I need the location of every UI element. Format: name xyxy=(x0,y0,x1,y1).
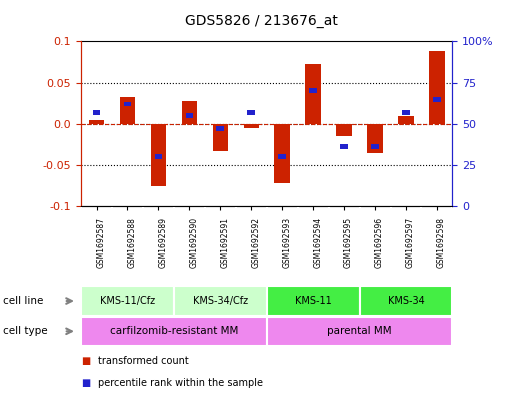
Bar xyxy=(155,154,162,159)
Text: GSM1692591: GSM1692591 xyxy=(220,217,229,268)
Text: cell line: cell line xyxy=(3,296,43,306)
Text: GSM1692593: GSM1692593 xyxy=(282,217,291,268)
Text: parental MM: parental MM xyxy=(327,327,392,336)
Text: GSM1692595: GSM1692595 xyxy=(344,217,353,268)
Bar xyxy=(217,126,224,131)
Text: percentile rank within the sample: percentile rank within the sample xyxy=(98,378,263,387)
Text: KMS-11: KMS-11 xyxy=(295,296,332,306)
Text: GSM1692596: GSM1692596 xyxy=(375,217,384,268)
Text: GSM1692589: GSM1692589 xyxy=(158,217,167,268)
Bar xyxy=(340,145,348,149)
Text: GDS5826 / 213676_at: GDS5826 / 213676_at xyxy=(185,14,338,28)
Text: GSM1692588: GSM1692588 xyxy=(128,217,137,268)
Bar xyxy=(181,101,197,124)
Bar xyxy=(267,286,360,316)
Text: GSM1692592: GSM1692592 xyxy=(251,217,260,268)
Text: GSM1692587: GSM1692587 xyxy=(97,217,106,268)
Bar xyxy=(81,286,174,316)
Bar xyxy=(360,286,452,316)
Bar xyxy=(305,64,321,124)
Bar xyxy=(402,110,410,115)
Bar xyxy=(267,317,452,346)
Bar xyxy=(212,124,228,151)
Bar xyxy=(151,124,166,186)
Bar xyxy=(367,124,383,153)
Bar xyxy=(93,110,100,115)
Text: GSM1692597: GSM1692597 xyxy=(406,217,415,268)
Text: transformed count: transformed count xyxy=(98,356,189,366)
Bar xyxy=(120,97,135,124)
Bar xyxy=(309,88,317,93)
Text: cell type: cell type xyxy=(3,327,47,336)
Bar xyxy=(275,124,290,183)
Bar xyxy=(336,124,352,136)
Text: ■: ■ xyxy=(81,356,90,366)
Text: KMS-11/Cfz: KMS-11/Cfz xyxy=(100,296,155,306)
Bar xyxy=(123,101,131,107)
Bar xyxy=(186,113,193,118)
Text: GSM1692594: GSM1692594 xyxy=(313,217,322,268)
Bar xyxy=(81,317,267,346)
Bar xyxy=(398,116,414,124)
Text: KMS-34/Cfz: KMS-34/Cfz xyxy=(193,296,248,306)
Bar xyxy=(89,119,104,124)
Text: GSM1692598: GSM1692598 xyxy=(437,217,446,268)
Bar xyxy=(278,154,286,159)
Bar xyxy=(174,286,267,316)
Text: ■: ■ xyxy=(81,378,90,387)
Text: carfilzomib-resistant MM: carfilzomib-resistant MM xyxy=(110,327,238,336)
Bar xyxy=(371,145,379,149)
Bar xyxy=(433,97,441,101)
Bar xyxy=(429,51,445,124)
Bar xyxy=(244,124,259,128)
Text: KMS-34: KMS-34 xyxy=(388,296,424,306)
Text: GSM1692590: GSM1692590 xyxy=(189,217,198,268)
Bar xyxy=(247,110,255,115)
